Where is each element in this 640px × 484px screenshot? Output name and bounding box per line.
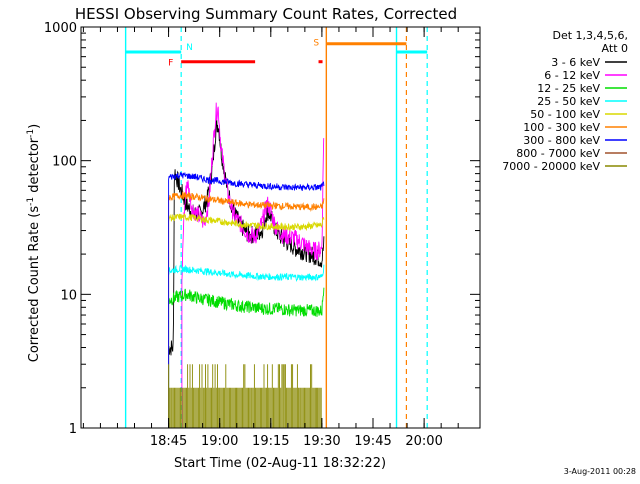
legend-label-2: 12 - 25 keV xyxy=(537,82,600,95)
x-tick-label-1: 19:00 xyxy=(201,434,238,449)
x-tick-label-5: 20:00 xyxy=(405,434,442,449)
legend-label-0: 3 - 6 keV xyxy=(551,56,600,69)
legend-label-7: 800 - 7000 keV xyxy=(516,147,600,160)
y-tick-label-0: 1 xyxy=(69,422,77,437)
series-2-line xyxy=(168,287,325,428)
x-tick-label-0: 18:45 xyxy=(150,434,187,449)
series-1-line xyxy=(181,102,325,428)
flare-dot xyxy=(318,60,323,64)
y-tick-label-2: 100 xyxy=(52,155,77,170)
x-tick-label-2: 19:15 xyxy=(252,434,289,449)
series-5-line xyxy=(168,191,325,428)
series-6-line xyxy=(168,172,325,428)
series-8-line xyxy=(168,364,322,428)
chart-title: HESSI Observing Summary Count Rates, Cor… xyxy=(75,5,457,23)
x-tick-label-4: 19:45 xyxy=(354,434,391,449)
series-3-line xyxy=(168,264,325,428)
y-tick-label-1: 10 xyxy=(60,288,77,303)
plot-frame xyxy=(80,26,481,429)
legend-label-1: 6 - 12 keV xyxy=(544,69,600,82)
flare-label: F xyxy=(168,59,173,69)
saa-label: S xyxy=(313,39,319,49)
y-tick-label-3: 1000 xyxy=(44,21,77,36)
x-axis-label: Start Time (02-Aug-11 18:32:22) xyxy=(174,456,386,471)
night-label: N xyxy=(186,43,193,53)
y-axis-label: Corrected Count Rate (s-1 detector-1) xyxy=(26,124,42,362)
x-tick-label-3: 19:30 xyxy=(303,434,340,449)
plot-area xyxy=(124,27,428,428)
series-4-line xyxy=(168,213,325,428)
legend-header-1: Att 0 xyxy=(602,42,628,55)
footer-date: 3-Aug-2011 00:28 xyxy=(564,467,636,476)
legend-label-8: 7000 - 20000 keV xyxy=(502,160,600,173)
legend-label-4: 50 - 100 keV xyxy=(530,108,600,121)
axes: N S F 1 10 100 1000 18:45 19:00 19:15 19:30 19:45 20… xyxy=(44,21,481,449)
legend-label-6: 300 - 800 keV xyxy=(523,134,600,147)
legend-header-0: Det 1,3,4,5,6, xyxy=(552,29,628,42)
legend-label-5: 100 - 300 keV xyxy=(523,121,600,134)
legend-label-3: 25 - 50 keV xyxy=(537,95,600,108)
